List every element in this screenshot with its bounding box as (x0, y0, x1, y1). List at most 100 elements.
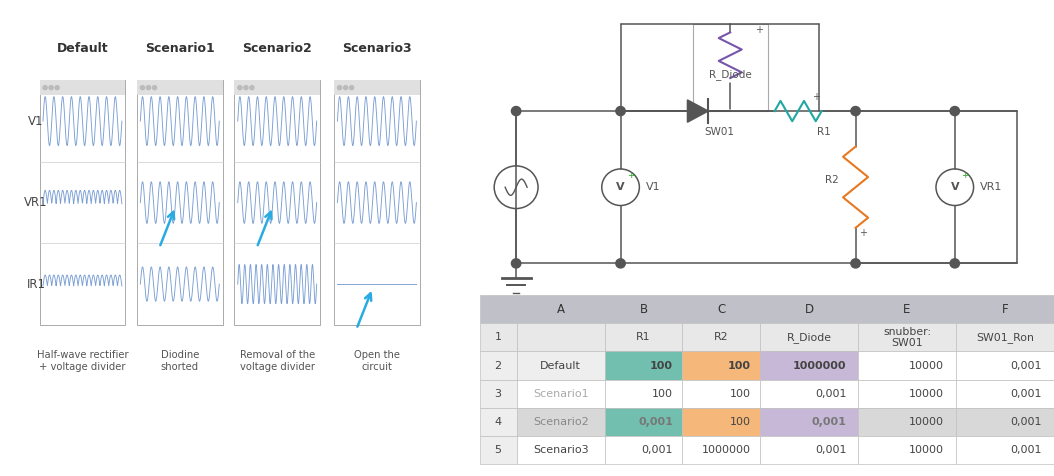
Text: Scenario2: Scenario2 (242, 42, 312, 55)
Text: Half-wave rectifier
+ voltage divider: Half-wave rectifier + voltage divider (37, 350, 129, 372)
Text: A: A (557, 303, 565, 316)
Text: Removal of the
voltage divider: Removal of the voltage divider (239, 350, 315, 372)
Text: 0,001: 0,001 (642, 445, 674, 455)
Bar (682, 408, 760, 436)
Bar (682, 323, 760, 351)
Text: 1: 1 (494, 332, 502, 342)
Text: F: F (1001, 303, 1009, 316)
Bar (956, 351, 1054, 380)
Text: 10000: 10000 (910, 360, 944, 371)
Bar (858, 323, 956, 351)
Text: IR1: IR1 (26, 278, 45, 290)
Circle shape (42, 85, 47, 90)
Bar (516, 380, 605, 408)
Text: 100: 100 (650, 360, 674, 371)
Bar (516, 408, 605, 436)
Bar (760, 436, 858, 464)
Bar (137, 80, 222, 325)
Text: R1: R1 (817, 128, 832, 138)
Text: V1: V1 (28, 115, 44, 128)
Text: R2: R2 (714, 332, 728, 342)
Text: 3: 3 (494, 389, 502, 399)
Text: 0,001: 0,001 (812, 417, 846, 427)
Bar (605, 408, 682, 436)
Text: 0,001: 0,001 (1011, 417, 1042, 427)
Bar (334, 80, 419, 95)
Bar (605, 380, 682, 408)
Text: Diodine
shorted: Diodine shorted (160, 350, 199, 372)
Circle shape (349, 85, 354, 90)
Bar (760, 295, 858, 323)
Circle shape (55, 85, 60, 90)
Bar (516, 436, 605, 464)
Polygon shape (687, 100, 708, 122)
Bar (137, 80, 222, 95)
Bar (682, 436, 760, 464)
Bar (858, 380, 956, 408)
Bar (480, 380, 516, 408)
Bar (760, 323, 858, 351)
Bar (858, 351, 956, 380)
Bar (605, 351, 682, 380)
Bar (480, 323, 516, 351)
Text: SW01_Ron: SW01_Ron (976, 332, 1034, 343)
Circle shape (950, 259, 959, 268)
Text: V1: V1 (646, 182, 660, 192)
Text: D: D (804, 303, 814, 316)
Bar (605, 295, 682, 323)
Bar (956, 408, 1054, 436)
Text: 100: 100 (652, 389, 674, 399)
Text: 0,001: 0,001 (815, 389, 846, 399)
Text: 10000: 10000 (910, 417, 944, 427)
Text: +: + (961, 171, 969, 180)
Text: 1000000: 1000000 (793, 360, 846, 371)
Bar (605, 436, 682, 464)
Text: 2: 2 (494, 360, 502, 371)
Text: 100: 100 (727, 360, 750, 371)
Text: Scenario2: Scenario2 (532, 417, 588, 427)
Text: snubber:
SW01: snubber: SW01 (883, 327, 931, 348)
Circle shape (243, 85, 249, 90)
Text: VR1: VR1 (980, 182, 1002, 192)
Bar (858, 436, 956, 464)
Text: Default: Default (541, 360, 581, 371)
Bar (956, 380, 1054, 408)
Text: 10000: 10000 (910, 445, 944, 455)
Circle shape (249, 85, 255, 90)
Circle shape (343, 85, 349, 90)
Text: 0,001: 0,001 (815, 445, 846, 455)
Text: 1000000: 1000000 (702, 445, 750, 455)
Text: 0,001: 0,001 (1011, 445, 1042, 455)
Bar (516, 351, 605, 380)
Text: +: + (755, 25, 763, 35)
Bar (480, 295, 516, 323)
Text: Default: Default (57, 42, 109, 55)
Bar (480, 408, 516, 436)
Text: V: V (617, 182, 625, 192)
Circle shape (337, 85, 343, 90)
Text: +: + (813, 92, 820, 102)
Text: Scenario1: Scenario1 (533, 389, 588, 399)
Text: 5: 5 (494, 445, 502, 455)
Circle shape (140, 85, 145, 90)
Bar (858, 295, 956, 323)
Bar (40, 80, 125, 325)
Bar (234, 80, 320, 95)
Bar (516, 295, 605, 323)
Bar (956, 323, 1054, 351)
Circle shape (851, 259, 860, 268)
Text: 100: 100 (729, 417, 750, 427)
Text: SW01: SW01 (705, 128, 735, 138)
Text: VR1: VR1 (24, 196, 47, 209)
Text: 100: 100 (729, 389, 750, 399)
Circle shape (616, 107, 625, 116)
Bar (480, 351, 516, 380)
Bar (760, 351, 858, 380)
Circle shape (48, 85, 54, 90)
Bar (956, 436, 1054, 464)
Bar (858, 408, 956, 436)
Bar (516, 323, 605, 351)
Text: 0,001: 0,001 (638, 417, 674, 427)
Text: Open the
circuit: Open the circuit (354, 350, 399, 372)
Text: 4: 4 (494, 417, 502, 427)
